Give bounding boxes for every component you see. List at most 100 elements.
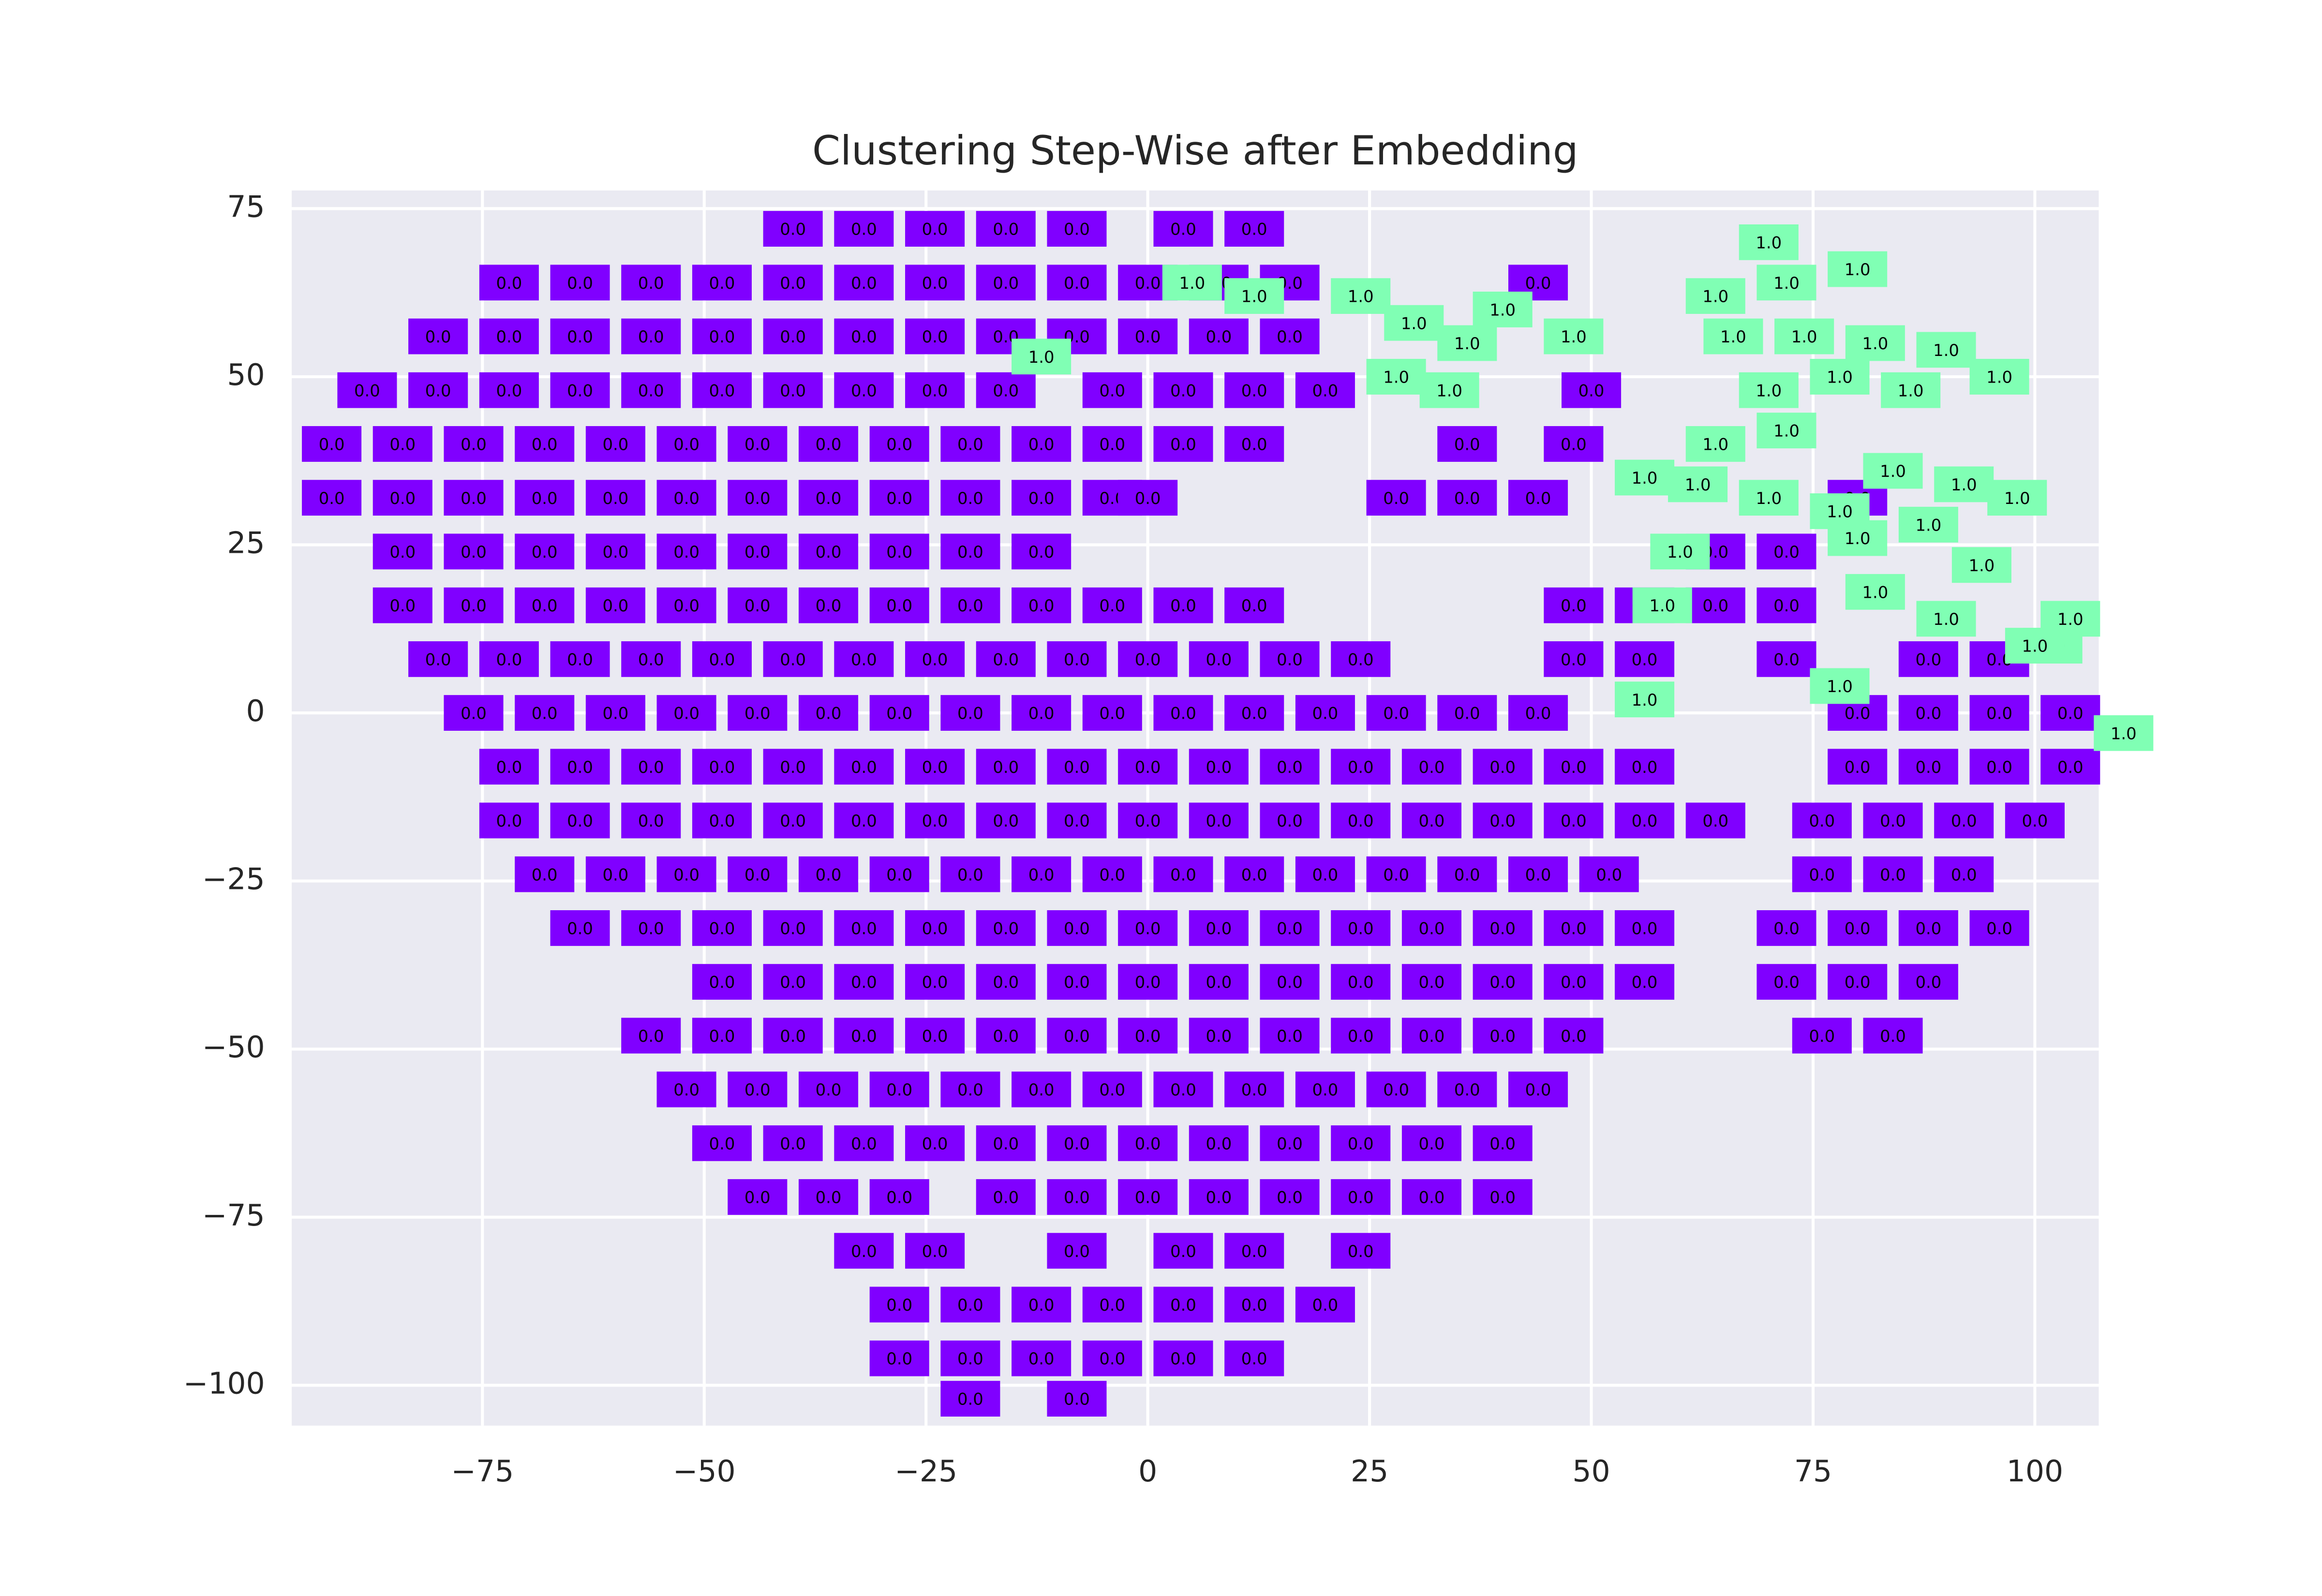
point-label: 1.0 bbox=[2057, 610, 2084, 629]
point-label: 0.0 bbox=[389, 596, 416, 615]
point-box bbox=[1012, 426, 1072, 462]
point-box bbox=[1987, 480, 2047, 516]
point-box bbox=[728, 1179, 788, 1215]
point-box bbox=[869, 695, 929, 731]
point-label: 0.0 bbox=[602, 596, 628, 615]
point-label: 0.0 bbox=[673, 596, 700, 615]
point-box bbox=[2040, 749, 2100, 785]
point-label: 1.0 bbox=[1951, 475, 1977, 494]
point-label: 1.0 bbox=[1454, 334, 1480, 353]
point-label: 0.0 bbox=[1561, 812, 1587, 830]
point-box bbox=[1012, 695, 1072, 731]
point-label: 0.0 bbox=[780, 1027, 806, 1046]
y-tick-label: 25 bbox=[227, 526, 265, 561]
point-label: 0.0 bbox=[1383, 1080, 1409, 1099]
point-box bbox=[798, 1179, 859, 1215]
point-box bbox=[798, 533, 859, 570]
point-label: 0.0 bbox=[1028, 704, 1055, 723]
point-box bbox=[869, 1071, 929, 1108]
point-box bbox=[798, 587, 859, 623]
point-label: 0.0 bbox=[1880, 812, 1906, 830]
point-box bbox=[1012, 339, 1072, 375]
point-label: 0.0 bbox=[1632, 919, 1658, 938]
point-box bbox=[1047, 1018, 1107, 1054]
point-label: 0.0 bbox=[1880, 865, 1906, 884]
point-label: 1.0 bbox=[1791, 327, 1817, 346]
point-label: 0.0 bbox=[1773, 650, 1800, 669]
point-box bbox=[1562, 372, 1622, 408]
point-label: 0.0 bbox=[673, 435, 700, 454]
point-label: 0.0 bbox=[1241, 435, 1267, 454]
point-label: 0.0 bbox=[1454, 435, 1480, 454]
point-label: 0.0 bbox=[1845, 919, 1871, 938]
point-label: 1.0 bbox=[2022, 637, 2048, 656]
point-box bbox=[656, 480, 716, 516]
point-box bbox=[1916, 332, 1976, 368]
point-label: 0.0 bbox=[1809, 1027, 1835, 1046]
point-box bbox=[479, 318, 539, 355]
point-box bbox=[1792, 856, 1852, 892]
point-box bbox=[728, 856, 788, 892]
point-label: 0.0 bbox=[922, 812, 948, 830]
point-label: 0.0 bbox=[886, 1296, 912, 1315]
point-label: 0.0 bbox=[957, 865, 983, 884]
point-box bbox=[834, 372, 894, 408]
point-label: 0.0 bbox=[1206, 973, 1232, 992]
point-box bbox=[1331, 1179, 1391, 1215]
point-box bbox=[1685, 587, 1745, 623]
point-box bbox=[1153, 1286, 1213, 1323]
point-box bbox=[728, 426, 788, 462]
point-label: 0.0 bbox=[1241, 596, 1267, 615]
point-label: 1.0 bbox=[1845, 529, 1871, 548]
point-label: 0.0 bbox=[1064, 812, 1090, 830]
point-box bbox=[656, 1071, 716, 1108]
point-label: 1.0 bbox=[1773, 422, 1800, 441]
point-label: 0.0 bbox=[1702, 596, 1728, 615]
point-label: 0.0 bbox=[567, 758, 593, 777]
point-box bbox=[479, 641, 539, 677]
point-box bbox=[1774, 318, 1834, 355]
point-box bbox=[585, 533, 645, 570]
point-label: 0.0 bbox=[1064, 650, 1090, 669]
point-box bbox=[1366, 1071, 1426, 1108]
point-box bbox=[976, 1179, 1036, 1215]
point-box bbox=[585, 480, 645, 516]
point-label: 0.0 bbox=[461, 596, 487, 615]
point-label: 0.0 bbox=[1206, 919, 1232, 938]
point-box bbox=[585, 695, 645, 731]
point-box bbox=[550, 372, 610, 408]
point-box bbox=[1118, 641, 1178, 677]
point-box bbox=[1224, 426, 1284, 462]
point-label: 0.0 bbox=[780, 220, 806, 239]
point-box bbox=[1118, 1125, 1178, 1161]
point-label: 0.0 bbox=[1915, 704, 1941, 723]
point-label: 0.0 bbox=[389, 489, 416, 508]
point-box bbox=[1437, 1071, 1497, 1108]
point-box bbox=[728, 695, 788, 731]
point-box bbox=[1437, 480, 1497, 516]
point-box bbox=[1473, 291, 1533, 327]
point-box bbox=[1739, 372, 1799, 408]
point-box bbox=[1260, 1018, 1320, 1054]
point-label: 0.0 bbox=[1277, 919, 1303, 938]
point-label: 0.0 bbox=[1809, 865, 1835, 884]
point-label: 0.0 bbox=[1348, 812, 1374, 830]
point-label: 0.0 bbox=[1845, 704, 1871, 723]
point-label: 0.0 bbox=[567, 650, 593, 669]
point-label: 0.0 bbox=[1312, 381, 1339, 400]
point-label: 0.0 bbox=[744, 865, 771, 884]
point-label: 0.0 bbox=[922, 1134, 948, 1153]
point-label: 0.0 bbox=[886, 489, 912, 508]
point-label: 0.0 bbox=[1419, 1027, 1445, 1046]
point-label: 1.0 bbox=[1968, 556, 1995, 575]
point-label: 0.0 bbox=[567, 812, 593, 830]
point-label: 0.0 bbox=[1135, 327, 1161, 346]
point-box bbox=[1047, 749, 1107, 785]
point-box bbox=[621, 910, 681, 946]
point-box bbox=[1153, 695, 1213, 731]
point-label: 0.0 bbox=[816, 1188, 842, 1207]
point-label: 0.0 bbox=[957, 489, 983, 508]
point-box bbox=[940, 1071, 1000, 1108]
point-label: 0.0 bbox=[1241, 704, 1267, 723]
